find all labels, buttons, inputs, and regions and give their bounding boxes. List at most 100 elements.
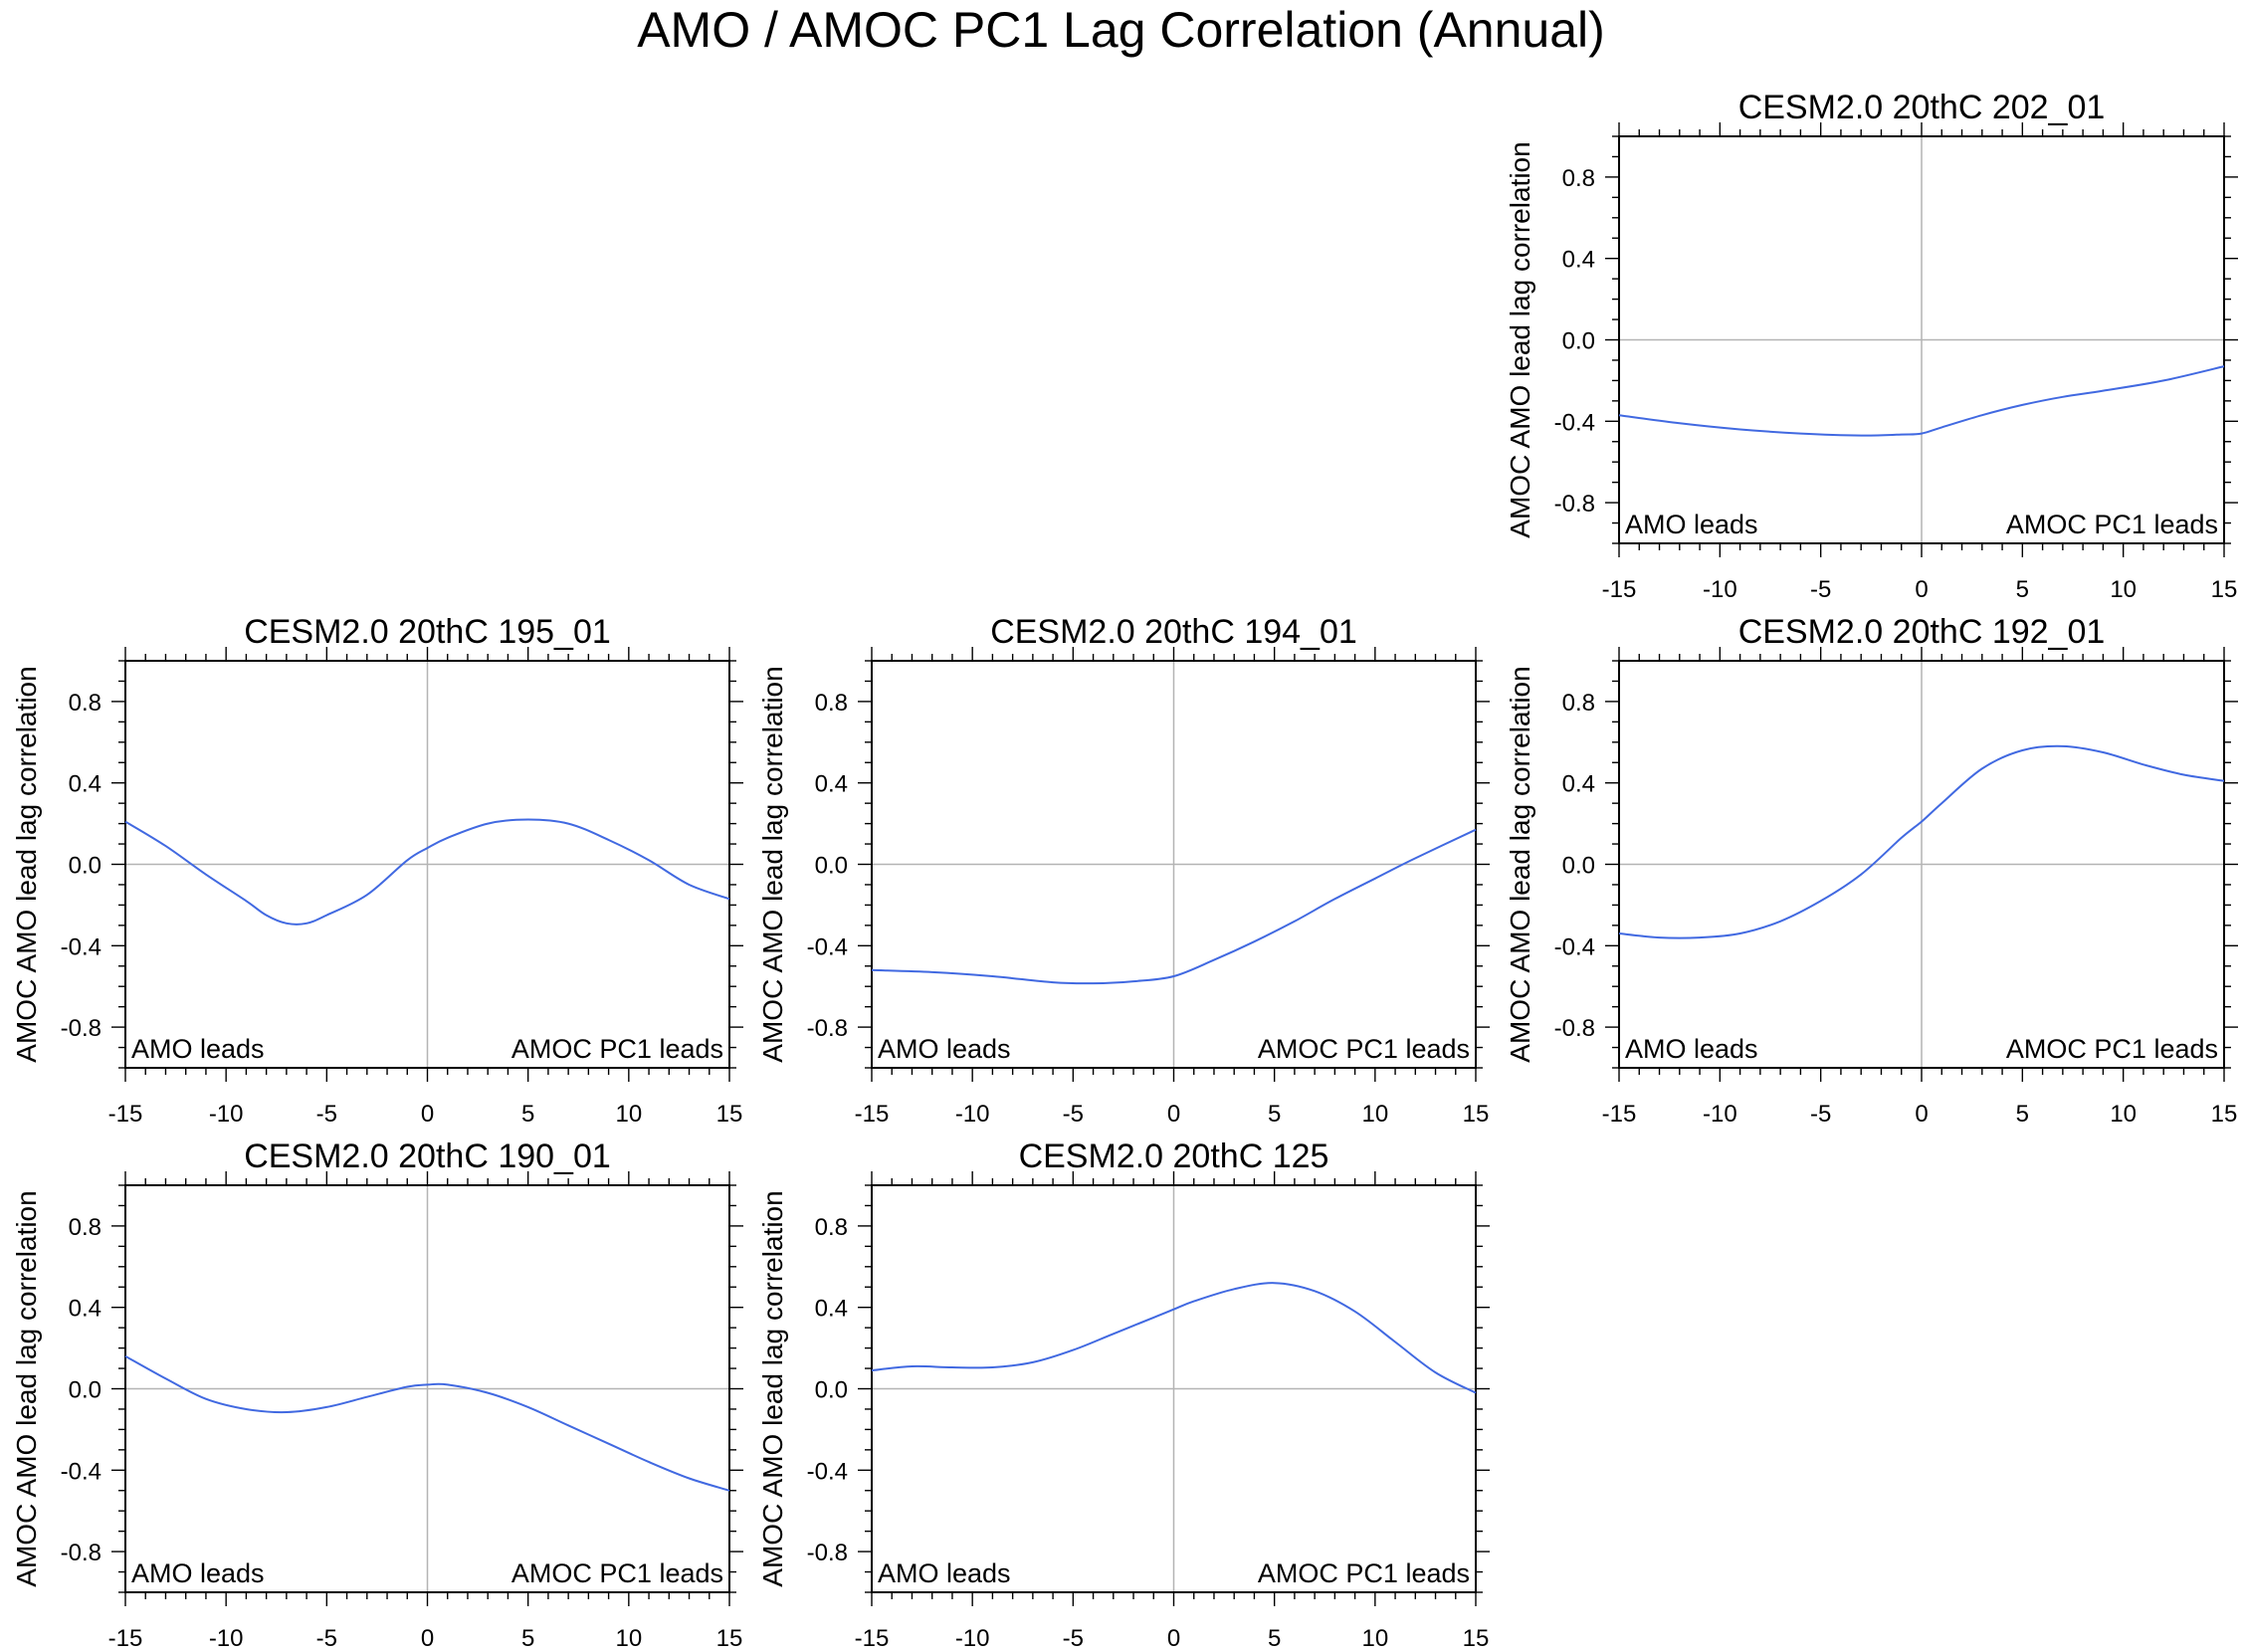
x-tick-label: -10 <box>209 1101 244 1128</box>
x-tick-label: -10 <box>955 1625 990 1652</box>
panel-title: CESM2.0 20thC 190_01 <box>244 1137 611 1175</box>
x-tick-label: 5 <box>2016 576 2029 603</box>
series-line <box>124 1354 730 1492</box>
x-tick-label: 0 <box>1167 1625 1180 1652</box>
annotation-amo-leads: AMO leads <box>131 1034 265 1064</box>
y-tick-label: 0.4 <box>815 771 848 798</box>
y-tick-label: -0.4 <box>1554 933 1595 960</box>
y-tick-label: 0.8 <box>1562 165 1595 192</box>
y-tick-label: -0.4 <box>807 933 848 960</box>
x-tick-label: -15 <box>108 1625 143 1652</box>
chart-panel: -15 -10 -5 0 5 10 15 0.8 0.4 0.0 -0.4 -0.8 CESM2.0 2… <box>11 613 743 1128</box>
x-tick-label: 15 <box>716 1101 743 1128</box>
chart-panel: -15 -10 -5 0 5 10 15 0.8 0.4 0.0 -0.4 -0.8 CESM2.0 2… <box>1505 613 2238 1128</box>
annotation-amo-leads: AMO leads <box>1625 1034 1758 1064</box>
chart-panel: -15 -10 -5 0 5 10 15 0.8 0.4 0.0 -0.4 -0.8 CESM2.0 2… <box>1505 89 2238 603</box>
y-tick-label: -0.4 <box>1554 409 1595 436</box>
plot-frame <box>871 660 1477 1069</box>
annotation-amoc-pc1-leads: AMOC PC1 leads <box>2006 1034 2218 1064</box>
panel-title: CESM2.0 20thC 192_01 <box>1738 613 2106 651</box>
annotation-amoc-pc1-leads: AMOC PC1 leads <box>2006 510 2218 539</box>
annotation-amoc-pc1-leads: AMOC PC1 leads <box>1258 1034 1470 1064</box>
y-tick-label: 0.0 <box>1562 328 1595 355</box>
annotation-amoc-pc1-leads: AMOC PC1 leads <box>511 1558 723 1588</box>
panel-title: CESM2.0 20thC 195_01 <box>244 613 611 651</box>
plot-frame <box>124 660 730 1069</box>
x-tick-label: -5 <box>316 1625 337 1652</box>
x-tick-label: 0 <box>1915 1101 1928 1128</box>
y-tick-label: 0.4 <box>1562 771 1595 798</box>
x-tick-label: 0 <box>421 1625 434 1652</box>
y-axis-label: AMOC AMO lead lag correlation <box>1505 666 1535 1062</box>
annotation-amo-leads: AMO leads <box>878 1034 1011 1064</box>
series-line <box>1618 744 2225 939</box>
y-tick-label: 0.4 <box>815 1296 848 1323</box>
x-tick-label: 10 <box>2110 1101 2137 1128</box>
x-tick-label: -10 <box>1703 576 1737 603</box>
x-tick-label: -10 <box>955 1101 990 1128</box>
x-tick-label: 5 <box>2016 1101 2029 1128</box>
y-tick-label: 0.8 <box>69 690 102 717</box>
y-axis-label: AMOC AMO lead lag correlation <box>1505 141 1535 537</box>
y-tick-label: -0.8 <box>1554 1015 1595 1042</box>
y-tick-label: -0.4 <box>61 933 102 960</box>
annotation-amo-leads: AMO leads <box>131 1558 265 1588</box>
y-axis-label: AMOC AMO lead lag correlation <box>11 1190 42 1586</box>
x-tick-label: -10 <box>1703 1101 1737 1128</box>
y-tick-label: -0.8 <box>807 1540 848 1566</box>
panel-title: CESM2.0 20thC 194_01 <box>990 613 1357 651</box>
x-tick-label: 10 <box>1361 1101 1388 1128</box>
x-tick-label: 10 <box>615 1625 642 1652</box>
y-tick-label: 0.0 <box>69 853 102 880</box>
x-tick-label: 10 <box>615 1101 642 1128</box>
series-line <box>871 828 1477 985</box>
y-tick-label: -0.4 <box>61 1458 102 1485</box>
x-tick-label: 10 <box>2110 576 2137 603</box>
y-tick-label: 0.4 <box>69 1296 102 1323</box>
x-tick-label: 5 <box>1268 1101 1281 1128</box>
panel-title: CESM2.0 20thC 125 <box>1019 1137 1329 1175</box>
x-tick-label: -15 <box>1602 576 1637 603</box>
x-tick-label: 5 <box>1268 1625 1281 1652</box>
y-tick-label: -0.4 <box>807 1458 848 1485</box>
x-tick-label: 10 <box>1361 1625 1388 1652</box>
x-tick-label: -5 <box>316 1101 337 1128</box>
x-tick-label: -5 <box>1063 1625 1084 1652</box>
x-tick-label: -10 <box>209 1625 244 1652</box>
y-axis-label: AMOC AMO lead lag correlation <box>757 666 788 1062</box>
series-line <box>124 818 730 926</box>
y-tick-label: 0.8 <box>815 1214 848 1241</box>
y-tick-label: -0.8 <box>807 1015 848 1042</box>
x-tick-label: 5 <box>521 1101 534 1128</box>
annotation-amo-leads: AMO leads <box>878 1558 1011 1588</box>
y-axis-label: AMOC AMO lead lag correlation <box>757 1190 788 1586</box>
x-tick-label: 15 <box>1463 1625 1490 1652</box>
chart-panel: -15 -10 -5 0 5 10 15 0.8 0.4 0.0 -0.4 -0.8 CESM2.0 2… <box>757 1137 1490 1652</box>
chart-panel: -15 -10 -5 0 5 10 15 0.8 0.4 0.0 -0.4 -0.8 CESM2.0 2… <box>757 613 1490 1128</box>
y-tick-label: 0.0 <box>815 1377 848 1404</box>
x-tick-label: -5 <box>1810 1101 1831 1128</box>
plot-frame <box>871 1184 1477 1593</box>
chart-panel: -15 -10 -5 0 5 10 15 0.8 0.4 0.0 -0.4 -0.8 CESM2.0 2… <box>11 1137 743 1652</box>
x-tick-label: 15 <box>2211 576 2238 603</box>
x-tick-label: -15 <box>108 1101 143 1128</box>
y-tick-label: 0.0 <box>815 853 848 880</box>
plot-frame <box>1618 135 2225 544</box>
y-tick-label: -0.8 <box>1554 491 1595 517</box>
series-line <box>1618 365 2225 437</box>
figure-title: AMO / AMOC PC1 Lag Correlation (Annual) <box>637 2 1605 58</box>
x-tick-label: -15 <box>855 1101 890 1128</box>
x-tick-label: 0 <box>421 1101 434 1128</box>
x-tick-label: 15 <box>1463 1101 1490 1128</box>
x-tick-label: 0 <box>1915 576 1928 603</box>
x-tick-label: -5 <box>1810 576 1831 603</box>
y-tick-label: 0.0 <box>1562 853 1595 880</box>
annotation-amoc-pc1-leads: AMOC PC1 leads <box>1258 1558 1470 1588</box>
x-tick-label: -5 <box>1063 1101 1084 1128</box>
y-tick-label: 0.8 <box>815 690 848 717</box>
x-tick-label: 15 <box>2211 1101 2238 1128</box>
series-line <box>871 1282 1477 1394</box>
x-tick-label: 5 <box>521 1625 534 1652</box>
y-tick-label: 0.8 <box>1562 690 1595 717</box>
x-tick-label: 0 <box>1167 1101 1180 1128</box>
